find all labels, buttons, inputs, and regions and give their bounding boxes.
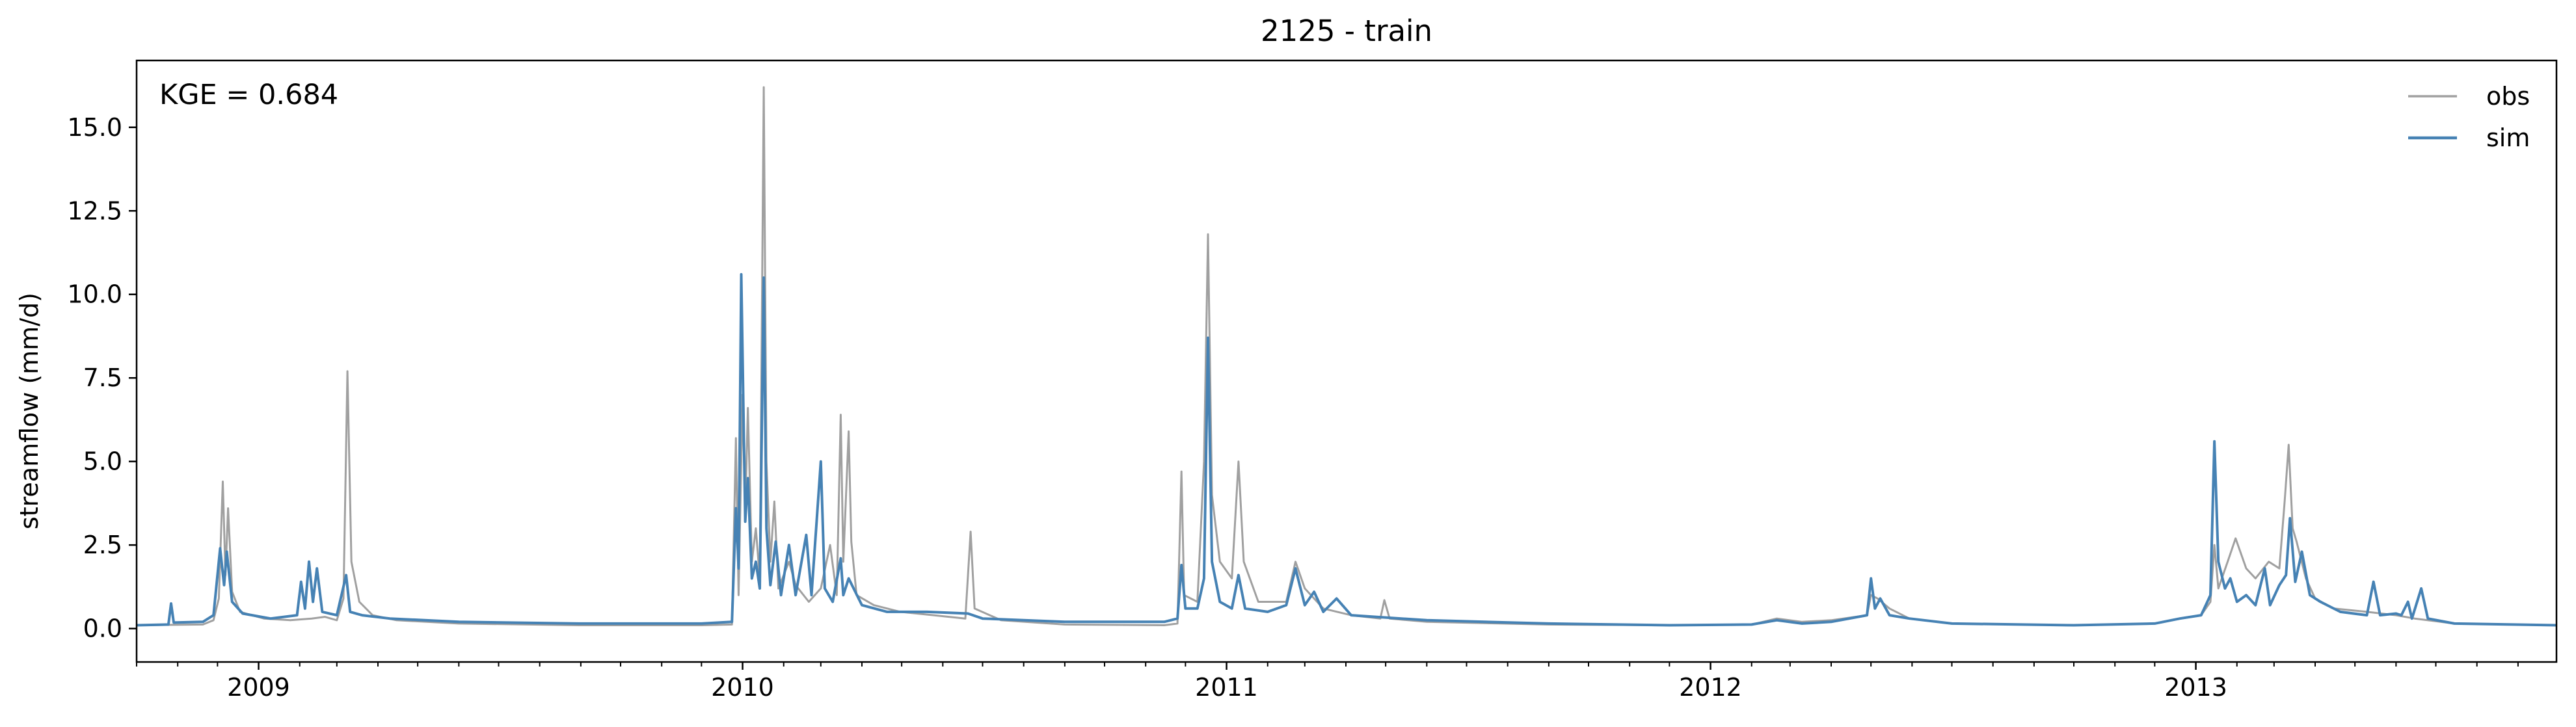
plot-area-frame	[135, 59, 2558, 663]
legend-label-obs: obs	[2486, 82, 2530, 111]
chart-title: 2125 - train	[1261, 14, 1432, 48]
x-tick-label: 2012	[1679, 673, 1742, 702]
y-tick-label: 0.0	[83, 615, 122, 643]
y-axis-title: streamflow (mm/d)	[15, 293, 44, 529]
legend: obs sim	[2408, 82, 2530, 152]
series-line-obs	[136, 86, 2557, 626]
x-tick-label: 2013	[2164, 673, 2227, 702]
series-layer	[136, 86, 2557, 627]
y-tick-label: 5.0	[83, 447, 122, 476]
y-axis-ticks: 0.0 2.5 5.0 7.5 10.0 12.5 15.0	[67, 113, 137, 643]
x-axis-ticks: 2009 2010 2011 2012 2013	[136, 662, 2519, 702]
y-tick-label: 7.5	[83, 364, 122, 392]
y-tick-label: 15.0	[67, 113, 122, 142]
x-tick-label: 2011	[1195, 673, 1258, 702]
kge-annotation: KGE = 0.684	[159, 79, 338, 111]
y-tick-label: 10.0	[67, 280, 122, 309]
legend-label-sim: sim	[2486, 124, 2530, 152]
y-tick-label: 12.5	[67, 196, 122, 225]
x-tick-label: 2010	[711, 673, 774, 702]
series-line-sim	[136, 272, 2557, 627]
y-tick-label: 2.5	[83, 531, 122, 559]
x-tick-label: 2009	[227, 673, 290, 702]
